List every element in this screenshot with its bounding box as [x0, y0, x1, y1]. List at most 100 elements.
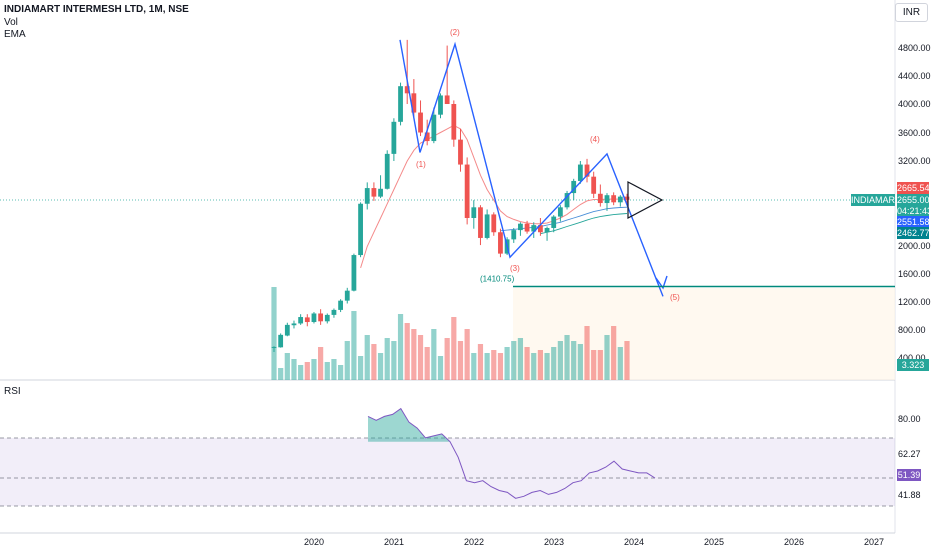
volume-bar [544, 353, 550, 380]
wave-label: (4) [590, 135, 600, 144]
candle-body [418, 112, 423, 133]
candle-body [404, 86, 410, 94]
volume-bar [284, 353, 290, 380]
candle-body [364, 188, 370, 204]
candle-body [451, 104, 457, 140]
volume-bar [364, 335, 370, 380]
wave-pattern-line [399, 39, 664, 297]
volume-bar [557, 341, 563, 380]
rsi-indicator-label[interactable]: RSI [4, 386, 21, 397]
x-tick-label: 2021 [383, 537, 405, 547]
volume-value-tag: 3.323 M [897, 359, 929, 382]
rsi-band [0, 438, 895, 506]
candle-body [551, 216, 557, 228]
candle-body [571, 180, 577, 194]
x-tick-label: 2026 [783, 537, 805, 547]
candle-body [491, 214, 497, 233]
wave-label: (5) [670, 293, 680, 302]
x-tick-label: 2022 [463, 537, 485, 547]
target-price-label: (1410.75) [480, 274, 515, 283]
volume-bar [351, 311, 357, 380]
candle-body [484, 214, 490, 238]
candle-body [544, 227, 550, 233]
candle-body [538, 225, 543, 233]
candle-body [524, 223, 530, 232]
rsi-tick-label: 62.27 [898, 449, 921, 459]
candle-body [471, 207, 477, 218]
volume-bar [304, 362, 310, 380]
candle-body [464, 164, 470, 218]
candle-body [298, 317, 304, 324]
volume-bar [391, 341, 397, 380]
volume-bar [404, 323, 410, 380]
volume-bar [531, 353, 537, 380]
ema-3-value-tag: 2462.77 [897, 227, 930, 239]
volume-indicator-label[interactable]: Vol [4, 17, 18, 28]
ema-indicator-label[interactable]: EMA [4, 29, 26, 40]
y-tick-label: 4800.00 [898, 43, 931, 53]
y-tick-label: 400.00 [898, 353, 926, 363]
volume-bar [591, 350, 597, 380]
candle-body [478, 207, 483, 238]
volume-bar [504, 347, 510, 380]
candle-body [391, 121, 397, 154]
volume-bar [477, 344, 484, 380]
candle-body [518, 223, 523, 231]
candle-body [624, 196, 630, 200]
candle-body [584, 164, 590, 177]
wave-arrow-head [655, 275, 668, 290]
volume-bar [597, 350, 603, 380]
volume-bar [617, 347, 623, 380]
volume-bar [357, 356, 364, 380]
volume-bar [377, 353, 384, 380]
volume-bar [551, 347, 557, 380]
candle-body [424, 132, 430, 142]
candle-body [617, 196, 623, 203]
volume-bar [291, 359, 297, 380]
x-tick-label: 2024 [623, 537, 645, 547]
currency-button[interactable]: INR [895, 3, 928, 22]
volume-bar [417, 335, 424, 380]
candle-body [611, 195, 617, 203]
wave-label: (2) [450, 28, 460, 37]
wave-label: (3) [510, 264, 520, 273]
volume-bar [338, 365, 344, 380]
candle-body [344, 290, 350, 301]
volume-bar [517, 338, 524, 380]
volume-bar [464, 329, 470, 380]
candle-body [411, 93, 417, 113]
volume-bar [471, 353, 477, 380]
y-tick-label: 2000.00 [898, 241, 931, 251]
symbol-price-tag: INDIAMART [851, 194, 901, 206]
candle-body [498, 232, 503, 254]
volume-bar [411, 329, 417, 380]
candle-body [331, 309, 337, 315]
volume-bars [271, 287, 630, 380]
volume-bar [577, 344, 583, 380]
volume-bar [311, 359, 317, 380]
y-tick-label: 1200.00 [898, 297, 931, 307]
triangle-pattern [627, 181, 664, 219]
ema-3-line [540, 213, 628, 235]
volume-bar [497, 353, 504, 380]
rsi-series [367, 407, 656, 499]
volume-bar [604, 335, 610, 380]
candle-body [338, 300, 343, 310]
volume-bar [611, 326, 617, 380]
rsi-overbought-fill [368, 408, 450, 442]
wave-label: (1) [416, 160, 426, 169]
rsi-line [367, 407, 656, 499]
volume-bar [324, 362, 330, 380]
last-price-tag: 2655.00 [897, 194, 930, 206]
candle-body [591, 176, 597, 194]
y-tick-label: 3200.00 [898, 156, 931, 166]
volume-bar [384, 338, 390, 380]
candle-body [577, 164, 583, 181]
rsi-value-tag: 51.39 [897, 469, 921, 481]
ema-2-value-tag: 2551.58 [897, 216, 930, 228]
volume-bar [431, 329, 437, 380]
rsi-tick-label: 80.00 [898, 414, 921, 424]
candle-body [431, 114, 437, 142]
candle-body [378, 188, 383, 197]
